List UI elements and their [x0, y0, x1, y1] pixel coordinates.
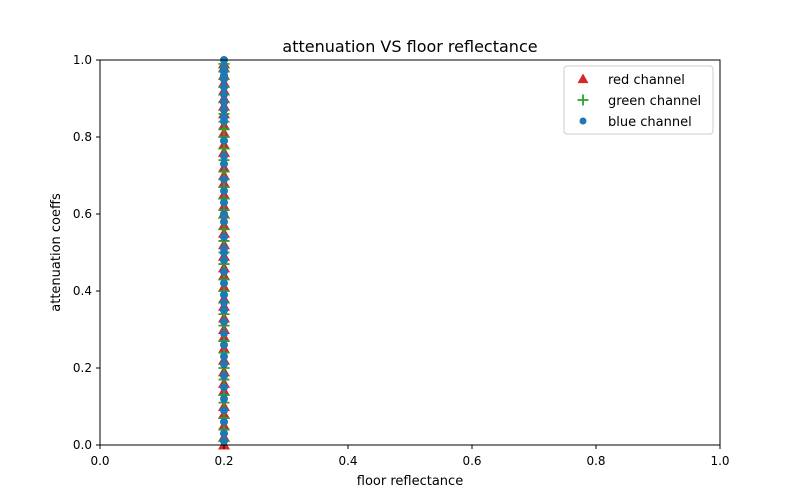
- x-tick-label: 1.0: [710, 454, 729, 468]
- legend-entry: red channel: [577, 73, 685, 88]
- data-point: [220, 406, 228, 415]
- data-point: [220, 371, 228, 380]
- y-tick-label: 0.6: [73, 207, 92, 221]
- data-point: [220, 106, 228, 115]
- chart-title: attenuation VS floor reflectance: [282, 37, 537, 56]
- data-point: [220, 233, 228, 242]
- x-tick-label: 0.2: [214, 454, 233, 468]
- data-point: [218, 143, 230, 155]
- x-axis-label: floor reflectance: [357, 474, 463, 489]
- legend-marker: [577, 73, 589, 84]
- data-point: [220, 159, 228, 168]
- data-point: [220, 113, 228, 122]
- data-point: [220, 306, 228, 315]
- data-point: [220, 82, 228, 91]
- data-point: [220, 217, 228, 226]
- y-tick-label: 0.0: [73, 438, 92, 452]
- data-point: [220, 360, 228, 369]
- axes-frame: [99, 59, 721, 446]
- data-point: [220, 279, 228, 288]
- x-axis: 0.0 0.2 0.4 0.6 0.8 1.0: [90, 445, 730, 468]
- data-point: [218, 166, 230, 178]
- data-point: [220, 417, 228, 426]
- legend-entry: green channel: [577, 94, 701, 109]
- data-point: [220, 210, 228, 218]
- data-point: [218, 223, 230, 235]
- legend-marker: [579, 117, 587, 125]
- legend-box: [563, 65, 714, 135]
- data-point: [220, 383, 228, 392]
- x-tick-label: 0.6: [462, 454, 481, 468]
- data-point: [220, 317, 228, 326]
- plot-area: [218, 56, 230, 450]
- legend-marker: [577, 94, 589, 106]
- y-axis: 0.0 0.2 0.4 0.6 0.8 1.0: [73, 53, 100, 452]
- data-point: [220, 175, 228, 184]
- data-point: [220, 394, 228, 403]
- y-tick-label: 0.8: [73, 130, 92, 144]
- series-blue-channel: [220, 56, 228, 446]
- y-axis-label: attenuation coeffs: [49, 193, 64, 312]
- data-point: [220, 98, 228, 107]
- data-point: [220, 136, 228, 145]
- data-point: [220, 340, 228, 349]
- data-point: [220, 290, 228, 299]
- data-point: [220, 63, 228, 72]
- x-tick-label: 0.4: [338, 454, 357, 468]
- x-tick-label: 0.0: [90, 454, 109, 468]
- data-point: [220, 244, 228, 253]
- legend: red channel green channel blue channel: [563, 65, 714, 135]
- data-point: [220, 329, 228, 338]
- data-point: [220, 186, 228, 195]
- legend-label: green channel: [608, 94, 701, 109]
- data-point: [220, 352, 228, 361]
- data-point: [220, 437, 228, 446]
- data-point: [220, 90, 228, 99]
- legend-label: red channel: [608, 73, 685, 88]
- y-tick-label: 0.4: [73, 284, 92, 298]
- data-point: [220, 198, 228, 207]
- data-point: [220, 429, 228, 438]
- x-tick-label: 0.8: [586, 454, 605, 468]
- legend-label: blue channel: [608, 115, 692, 130]
- y-tick-label: 1.0: [73, 53, 92, 67]
- data-point: [220, 256, 228, 265]
- legend-entry: blue channel: [579, 115, 692, 130]
- data-point: [220, 298, 228, 307]
- data-point: [220, 267, 228, 276]
- y-tick-label: 0.2: [73, 361, 92, 375]
- data-point: [220, 152, 228, 161]
